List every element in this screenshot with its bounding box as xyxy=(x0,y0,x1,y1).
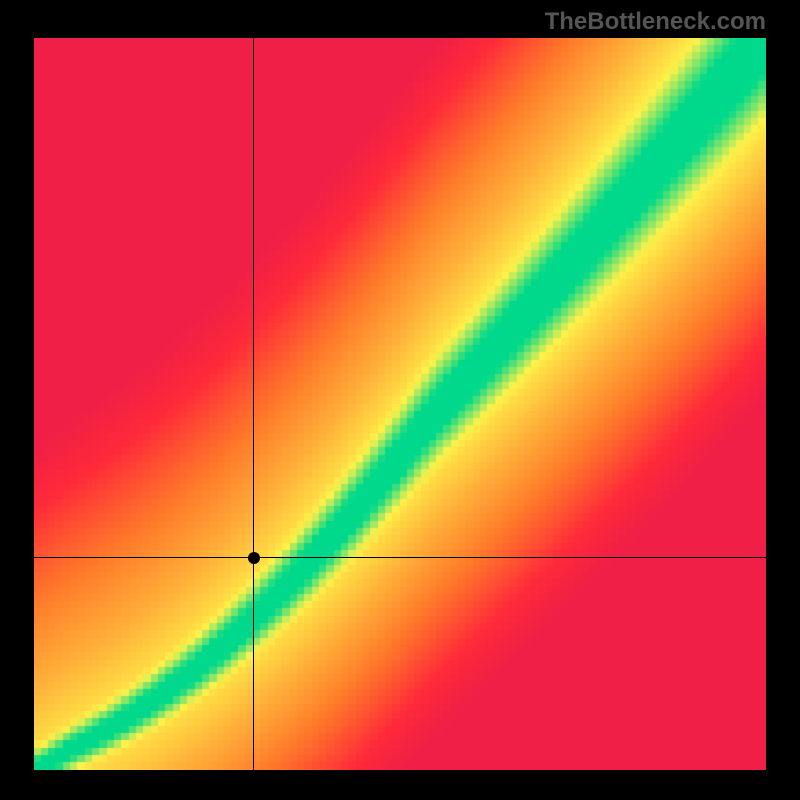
heatmap-plot xyxy=(34,38,766,770)
chart-container: TheBottleneck.com xyxy=(0,0,800,800)
marker-dot xyxy=(248,552,260,564)
crosshair-vertical xyxy=(253,38,254,770)
watermark-text: TheBottleneck.com xyxy=(545,8,766,36)
crosshair-horizontal xyxy=(34,557,766,558)
heatmap-canvas xyxy=(34,38,766,770)
